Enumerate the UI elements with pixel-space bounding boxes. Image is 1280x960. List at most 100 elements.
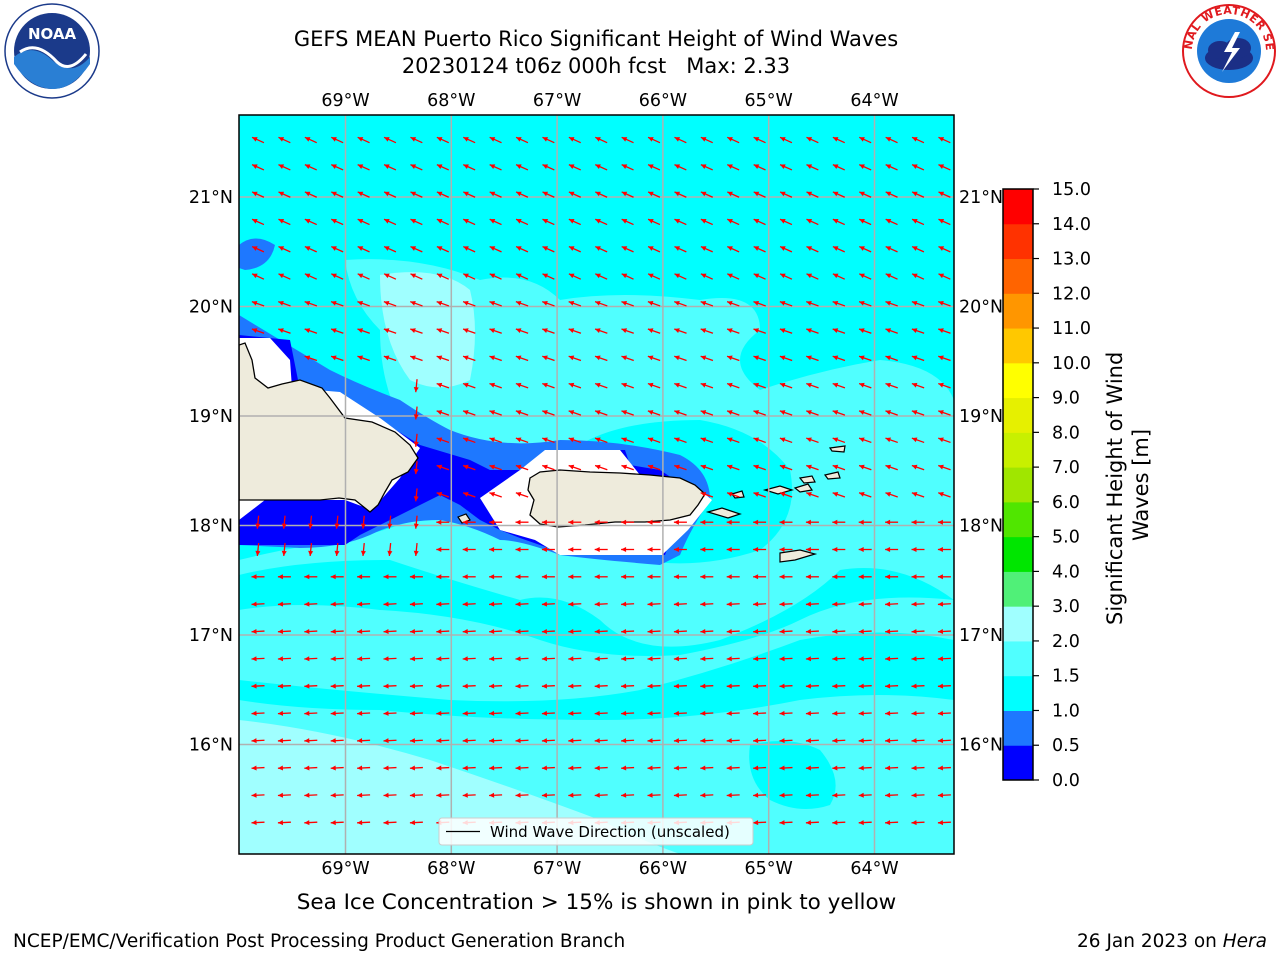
- wave-direction-arrow: [542, 273, 555, 280]
- wave-direction-arrow: [832, 437, 846, 444]
- wave-direction-arrow: [594, 464, 608, 471]
- wave-direction-arrow: [568, 738, 582, 744]
- colorbar-segment: [1003, 223, 1033, 260]
- wave-direction-arrow: [304, 574, 318, 580]
- wave-direction-arrow: [278, 136, 291, 144]
- lat-label-left: 20°N: [189, 298, 233, 318]
- wave-direction-arrow: [753, 218, 766, 226]
- wave-direction-arrow: [515, 355, 529, 362]
- wave-direction-arrow: [541, 547, 555, 552]
- wave-direction-arrow: [806, 464, 819, 471]
- wave-direction-arrow: [594, 683, 608, 689]
- wave-direction-arrow: [409, 765, 423, 771]
- wave-direction-arrow: [462, 328, 476, 334]
- wave-direction-arrow: [330, 300, 344, 307]
- wave-direction-arrow: [885, 382, 898, 389]
- title-line-1: GEFS MEAN Puerto Rico Significant Height…: [293, 27, 899, 51]
- wave-direction-arrow: [700, 738, 714, 744]
- wave-direction-arrow: [621, 164, 634, 171]
- wave-direction-arrow: [938, 355, 951, 362]
- wave-direction-arrow: [832, 519, 846, 525]
- wave-direction-arrow: [700, 710, 714, 716]
- wave-direction-arrow: [331, 191, 344, 198]
- wave-direction-arrow: [436, 300, 450, 307]
- wave-direction-arrow: [357, 328, 370, 334]
- wave-direction-arrow: [383, 273, 397, 280]
- wave-direction-arrow: [360, 542, 366, 557]
- wave-direction-arrow: [726, 547, 740, 552]
- wave-direction-arrow: [568, 164, 581, 171]
- wave-direction-arrow: [832, 245, 845, 253]
- wave-direction-arrow: [726, 683, 740, 689]
- wave-direction-arrow: [515, 710, 529, 716]
- wave-direction-arrow: [541, 519, 555, 525]
- wave-direction-arrow: [463, 136, 476, 144]
- wave-direction-arrow: [489, 464, 502, 471]
- lon-label-top: 69°W: [321, 91, 369, 111]
- wave-direction-arrow: [515, 437, 529, 444]
- wave-direction-arrow: [568, 765, 582, 771]
- colorbar-tick-label: 1.0: [1052, 701, 1080, 721]
- wave-direction-arrow: [621, 656, 635, 662]
- wave-direction-arrow: [911, 820, 925, 826]
- colorbar-tick-label: 15.0: [1052, 180, 1091, 200]
- wave-direction-arrow: [885, 410, 898, 416]
- wave-direction-arrow: [568, 792, 582, 798]
- wave-direction-arrow: [541, 792, 555, 798]
- wave-direction-arrow: [436, 628, 450, 634]
- wave-direction-arrow: [779, 547, 793, 552]
- wave-direction-arrow: [542, 328, 555, 334]
- colorbar-tick-label: 13.0: [1052, 250, 1091, 270]
- wave-direction-arrow: [779, 136, 793, 144]
- wave-direction-arrow: [383, 164, 397, 171]
- wave-direction-arrow: [462, 792, 476, 798]
- wave-direction-arrow: [330, 792, 344, 798]
- wave-direction-arrow: [489, 191, 502, 198]
- colorbar-segment: [1003, 362, 1033, 399]
- wave-direction-arrow: [647, 300, 661, 307]
- wave-direction-arrow: [515, 683, 529, 689]
- wave-direction-arrow: [304, 136, 317, 144]
- wave-direction-arrow: [568, 601, 582, 607]
- colorbar-segment: [1003, 501, 1033, 538]
- map-area: Wind Wave Direction (unscaled): [239, 115, 954, 854]
- wave-direction-arrow: [278, 245, 291, 253]
- wave-direction-arrow: [806, 164, 819, 171]
- wave-direction-arrow: [251, 328, 265, 334]
- wave-direction-arrow: [409, 574, 423, 580]
- title-line-2: 20230124 t06z 000h fcst Max: 2.33: [401, 54, 791, 78]
- wave-direction-arrow: [753, 464, 766, 471]
- wave-direction-arrow: [304, 328, 318, 334]
- wave-direction-arrow: [357, 273, 370, 280]
- colorbar-tick-label: 10.0: [1052, 354, 1091, 374]
- wave-direction-arrow: [489, 765, 503, 771]
- wave-direction-arrow: [251, 710, 265, 716]
- wave-direction-arrow: [911, 437, 925, 444]
- wave-direction-arrow: [621, 601, 635, 607]
- wave-direction-arrow: [515, 492, 529, 498]
- wave-direction-arrow: [568, 710, 582, 716]
- wave-direction-arrow: [251, 300, 265, 307]
- wave-direction-arrow: [621, 273, 634, 280]
- lon-label-bottom: 66°W: [639, 859, 687, 879]
- wave-direction-arrow: [726, 574, 740, 580]
- wave-direction-arrow: [805, 519, 819, 525]
- wave-direction-arrow: [277, 792, 291, 798]
- wave-direction-arrow: [806, 382, 819, 389]
- wave-direction-arrow: [436, 410, 450, 416]
- wave-direction-arrow: [304, 792, 318, 798]
- axis-labels: 69°W 69°W 68°W 68°W 67°W 67°W 66°W 66°W 65°W 65°W…: [189, 91, 1003, 879]
- wave-direction-arrow: [911, 191, 925, 198]
- wave-direction-arrow: [779, 765, 793, 771]
- wave-direction-arrow: [885, 191, 898, 198]
- wave-direction-arrow: [700, 628, 714, 634]
- wave-direction-arrow: [330, 738, 344, 744]
- wave-direction-arrow: [753, 492, 766, 498]
- lon-label-bottom: 65°W: [745, 859, 793, 879]
- wave-direction-arrow: [885, 519, 899, 525]
- wave-direction-arrow: [436, 601, 450, 607]
- map-frame: [238, 114, 955, 855]
- wave-direction-arrow: [647, 738, 661, 744]
- wave-direction-arrow: [859, 191, 872, 198]
- wave-direction-arrow: [673, 628, 687, 634]
